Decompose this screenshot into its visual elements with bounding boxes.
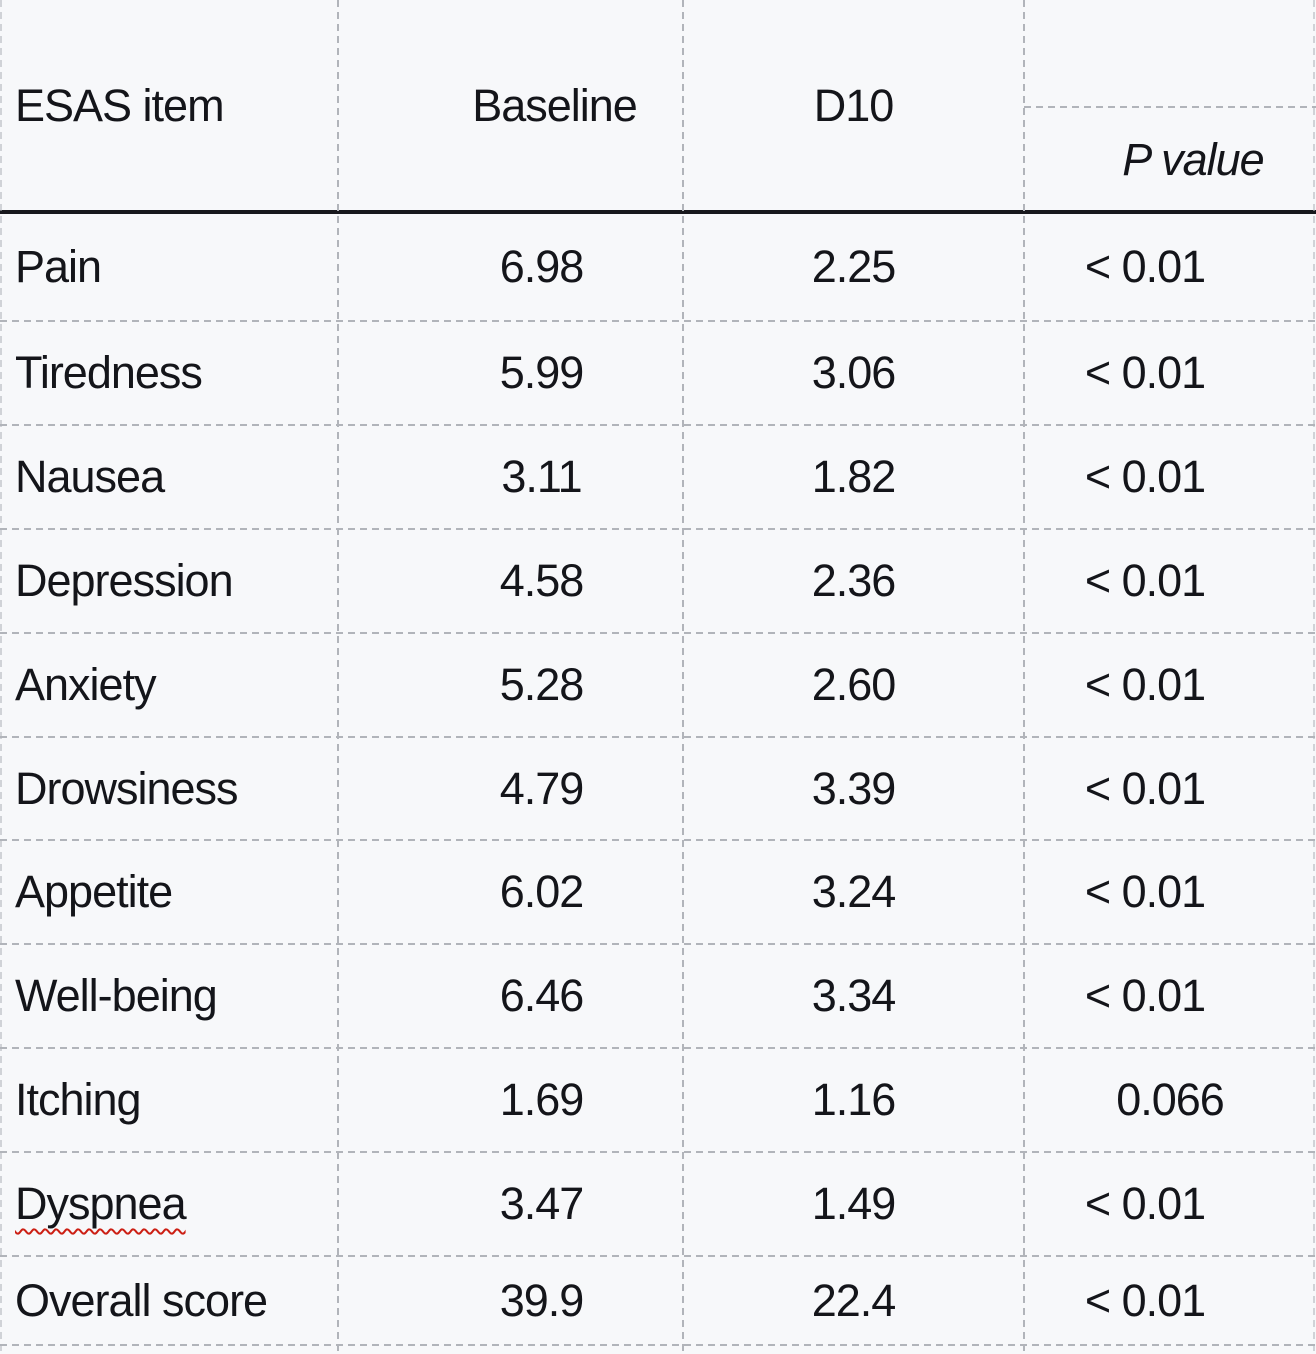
p-value-cell[interactable]: < 0.01	[1084, 970, 1206, 1021]
baseline-value-cell[interactable]: 6.46	[499, 970, 585, 1021]
baseline-value-cell[interactable]: 3.47	[499, 1178, 585, 1229]
row-gridline	[0, 1151, 1316, 1153]
p-value-cell[interactable]: < 0.01	[1084, 555, 1206, 606]
d10-value-cell[interactable]: 1.16	[811, 1074, 897, 1125]
esas-item-cell[interactable]: Anxiety	[0, 633, 338, 737]
baseline-value-cell[interactable]: 1.69	[499, 1074, 585, 1125]
row-gridline	[0, 1255, 1316, 1257]
baseline-value-cell[interactable]: 3.11	[501, 451, 582, 502]
baseline-value-cell[interactable]: 39.9	[499, 1274, 585, 1326]
row-gridline	[0, 1047, 1316, 1049]
header-d10[interactable]: D10	[813, 80, 895, 131]
table-right-edge	[1313, 0, 1315, 1354]
p-value-cell[interactable]: < 0.01	[1084, 659, 1206, 710]
baseline-value-cell[interactable]: 6.02	[499, 866, 585, 917]
d10-value-cell[interactable]: 3.34	[811, 970, 897, 1021]
row-gridline	[0, 632, 1316, 634]
d10-value-cell[interactable]: 3.24	[811, 866, 897, 917]
d10-value-cell[interactable]: 1.49	[811, 1178, 897, 1229]
p-value-cell[interactable]: < 0.01	[1084, 1178, 1206, 1229]
esas-item-cell[interactable]: Overall score	[0, 1256, 338, 1345]
header-esas-item[interactable]: ESAS item	[15, 80, 225, 131]
esas-item-cell[interactable]: Drowsiness	[0, 737, 338, 840]
d10-value-cell[interactable]: 2.60	[811, 659, 897, 710]
column-gridline	[337, 0, 339, 1354]
esas-item-label: Drowsiness	[15, 762, 239, 814]
header-rule	[0, 210, 1316, 214]
baseline-value-cell[interactable]: 6.98	[499, 240, 585, 292]
d10-value-cell[interactable]: 2.25	[811, 240, 897, 292]
p-value-cell[interactable]: < 0.01	[1084, 866, 1206, 917]
row-gridline	[0, 528, 1316, 530]
esas-item-cell[interactable]: Appetite	[0, 840, 338, 944]
esas-item-cell[interactable]: Depression	[0, 529, 338, 633]
esas-item-cell[interactable]: Dyspnea	[0, 1152, 338, 1256]
esas-item-label: Dyspnea	[15, 1178, 187, 1229]
row-gridline	[0, 943, 1316, 945]
baseline-value-cell[interactable]: 4.58	[499, 555, 585, 606]
p-value-empty-cell[interactable]	[1024, 0, 1316, 107]
esas-item-label: Depression	[15, 555, 234, 606]
esas-item-label: Well-being	[15, 970, 218, 1021]
row-gridline	[0, 839, 1316, 841]
baseline-value-cell[interactable]: 4.79	[499, 762, 585, 814]
d10-value-cell[interactable]: 1.82	[811, 451, 897, 502]
column-gridline	[682, 0, 684, 1354]
p-value-header-divider	[1024, 106, 1316, 108]
esas-item-cell[interactable]: Nausea	[0, 425, 338, 529]
header-p-value[interactable]: P value	[1122, 133, 1264, 185]
column-gridline	[1023, 0, 1025, 1354]
d10-value-cell[interactable]: 3.39	[811, 762, 897, 814]
p-value-cell[interactable]: < 0.01	[1084, 1274, 1206, 1326]
table-left-edge	[0, 0, 2, 1354]
baseline-value-cell[interactable]: 5.28	[499, 659, 585, 710]
esas-item-label: Tiredness	[15, 347, 203, 398]
header-p-value-column: P value	[1024, 0, 1316, 212]
d10-value-cell[interactable]: 2.36	[811, 555, 897, 606]
esas-item-label: Anxiety	[15, 659, 157, 710]
d10-value-cell[interactable]: 3.06	[811, 347, 897, 398]
esas-item-label: Appetite	[15, 866, 173, 917]
row-gridline	[0, 736, 1316, 738]
p-value-cell[interactable]: < 0.01	[1084, 451, 1206, 502]
esas-item-cell[interactable]: Pain	[0, 212, 338, 321]
header-baseline[interactable]: Baseline	[472, 80, 638, 131]
esas-item-label: Overall score	[15, 1274, 268, 1326]
esas-item-cell[interactable]: Well-being	[0, 944, 338, 1048]
esas-item-cell[interactable]: Itching	[0, 1048, 338, 1152]
esas-item-cell[interactable]: Tiredness	[0, 321, 338, 425]
baseline-value-cell[interactable]: 5.99	[499, 347, 585, 398]
row-gridline	[0, 424, 1316, 426]
p-value-cell[interactable]: < 0.01	[1084, 347, 1206, 398]
esas-item-label: Pain	[15, 240, 102, 292]
p-value-cell[interactable]: 0.066	[1116, 1074, 1225, 1125]
p-value-cell[interactable]: < 0.01	[1084, 762, 1206, 814]
d10-value-cell[interactable]: 22.4	[811, 1274, 897, 1326]
row-gridline	[0, 1344, 1316, 1346]
esas-item-label: Nausea	[15, 451, 165, 502]
row-gridline	[0, 320, 1316, 322]
p-value-cell[interactable]: < 0.01	[1084, 240, 1206, 292]
esas-item-label: Itching	[15, 1074, 142, 1125]
